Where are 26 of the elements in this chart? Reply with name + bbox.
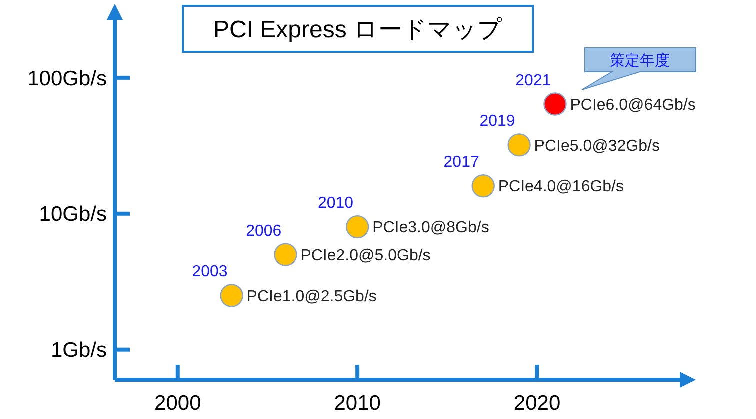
data-label: PCIe5.0@32Gb/s [534,138,660,155]
point [508,134,531,157]
annotation: 2021 [516,72,552,90]
y-tick-label: 10Gb/s [39,203,107,226]
x-tick-label: 2020 [514,392,561,415]
annotation: 2003 [192,264,228,281]
point [274,243,298,266]
y-tick-label: 100Gb/s [28,67,107,90]
data-label: PCIe4.0@16Gb/s [498,178,624,196]
annotation: 策定年度 [610,52,670,70]
point [544,92,567,116]
x-tick-label: 2000 [154,392,202,415]
annotation: 2017 [444,154,480,172]
annotation: 2006 [246,222,282,240]
data-label: PCIe6.0@64Gb/s [570,96,696,114]
annotation: 2019 [480,113,516,130]
y-tick-label: 1Gb/s [50,339,107,362]
data-label: PCIe1.0@2.5Gb/s [246,288,377,306]
annotation: 2010 [318,195,354,212]
point [220,284,244,308]
data-label: PCIe3.0@8Gb/s [372,220,490,237]
point [472,174,495,198]
x-tick-label: 2010 [334,392,381,415]
chart-title: PCI Express ロードマップ [213,16,503,44]
point [346,215,370,239]
data-label: PCIe2.0@5.0Gb/s [300,247,431,264]
